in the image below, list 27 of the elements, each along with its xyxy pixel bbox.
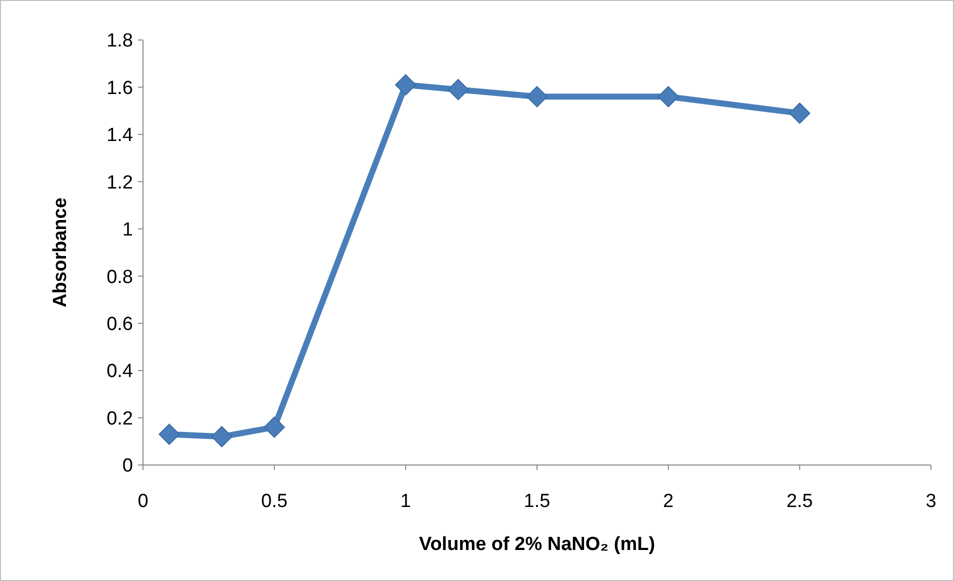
y-tick-label: 0.2 bbox=[106, 408, 133, 430]
point bbox=[658, 86, 679, 108]
point bbox=[264, 416, 285, 438]
x-tick-label: 1 bbox=[400, 491, 411, 512]
y-axis-title: Absorbance bbox=[50, 198, 71, 308]
y-tick-label: 1.4 bbox=[106, 125, 134, 146]
point bbox=[526, 86, 548, 108]
y-tick-label: 0.4 bbox=[106, 361, 134, 382]
point bbox=[448, 78, 469, 100]
y-tick-label: 1.6 bbox=[106, 78, 133, 99]
x-tick-label: 2.5 bbox=[786, 491, 813, 512]
point bbox=[211, 426, 232, 448]
y-tick-label: 1 bbox=[122, 220, 133, 241]
x-tick-label: 0 bbox=[138, 491, 148, 512]
x-tick-label: 2 bbox=[663, 491, 674, 512]
x-tick-label: 0.5 bbox=[261, 491, 288, 512]
point bbox=[789, 102, 810, 124]
x-tick-label: 3 bbox=[926, 491, 936, 512]
y-tick-label: 0.8 bbox=[106, 266, 133, 288]
point bbox=[395, 74, 416, 96]
point bbox=[158, 424, 180, 445]
x-tick-label: 1.5 bbox=[524, 491, 550, 512]
y-tick-label: 0.6 bbox=[106, 314, 133, 335]
y-tick-label: 1.2 bbox=[106, 172, 133, 194]
x-axis-title: Volume of 2% NaNO₂ (mL) bbox=[418, 534, 656, 555]
y-tick-label: 1.8 bbox=[106, 30, 133, 52]
y-tick-label: 0 bbox=[122, 456, 133, 477]
